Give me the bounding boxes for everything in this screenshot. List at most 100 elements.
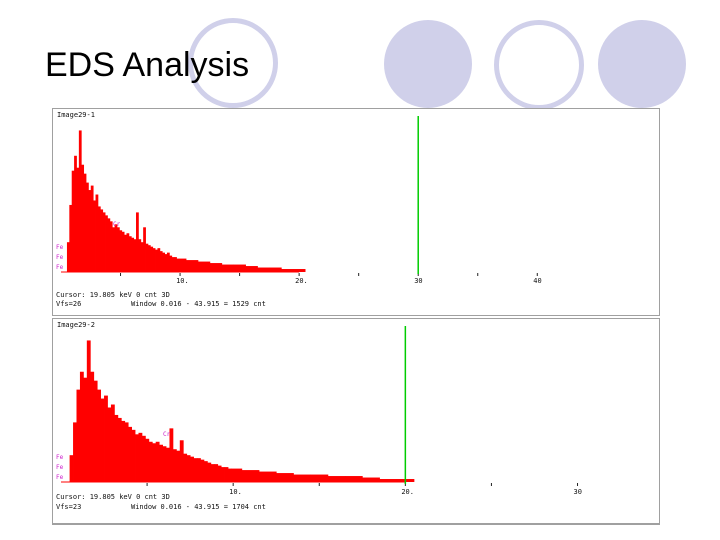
eds-spectrum-chart-2: Image29-2 10. 20. 30 Fe Fe Fe Cr Cursor: 19.8…: [56, 321, 582, 511]
cursor-readout: Cursor: 19.805 keV 0 cnt 3D: [56, 291, 170, 299]
spectrum-bar: [207, 462, 212, 482]
spectrum-bar: [100, 209, 104, 272]
bottom-border: [52, 524, 660, 525]
spectrum-bar: [176, 450, 181, 482]
spectrum-bar: [116, 227, 120, 272]
spectrum-bar: [97, 206, 101, 272]
spectrum-bar: [95, 194, 99, 272]
peak-label: Fe: [56, 464, 64, 471]
spectrum-bar: [186, 455, 191, 482]
spectrum-bar: [147, 245, 151, 272]
spectrum-bar: [214, 464, 219, 482]
spectrum-bar: [203, 461, 208, 482]
spectrum-bar: [78, 130, 82, 272]
spectrum-bar: [114, 224, 118, 272]
peak-label: Fe: [56, 454, 64, 461]
spectrum-bar: [136, 212, 139, 272]
spectrum-bar: [128, 426, 132, 482]
decor-circle-4: [598, 20, 686, 108]
spectrum-bar: [73, 422, 77, 482]
spectrum-bar: [171, 257, 175, 272]
spectrum-bar: [293, 474, 312, 482]
spectrum-title: Image29-1: [57, 111, 95, 119]
spectrum-bar: [133, 239, 137, 272]
eds-spectrum-panel-2: Image29-2 10. 20. 30 Fe Fe Fe Cr Cursor: 19.8…: [52, 318, 660, 524]
spectrum-bar: [90, 185, 94, 272]
spectrum-bar: [379, 479, 398, 482]
spectrum-bar: [179, 440, 184, 482]
eds-spectrum-chart-1: Image29-1 10. 20. 30 40 Fe Fe Fe Cr Cursor: 19…: [56, 111, 542, 308]
spectrum-bar: [172, 449, 177, 482]
spectrum-bar: [166, 252, 170, 272]
spectrum-bar: [121, 231, 125, 272]
spectrum-bar: [186, 260, 199, 272]
peak-label: Cr: [163, 431, 171, 438]
spectrum-bar: [157, 248, 161, 272]
spectrum-bar: [259, 471, 277, 482]
spectrum-bar: [71, 170, 75, 272]
spectrum-bar: [174, 257, 177, 272]
spectrum-bar: [155, 441, 160, 482]
spectrum-bar: [93, 200, 96, 272]
spectrum-bar: [155, 249, 158, 272]
spectrum-bar: [128, 236, 132, 272]
spectrum-bar: [145, 243, 149, 272]
spectrum-bar: [93, 380, 98, 482]
spectrum-bar: [257, 267, 270, 272]
spectrum-bar: [221, 264, 235, 272]
spectrum-bar: [107, 218, 111, 272]
spectrum-bar: [117, 417, 122, 482]
spectrum-bar: [110, 404, 115, 482]
decor-circle-2: [384, 20, 472, 108]
spectrum-bar: [107, 407, 112, 482]
spectrum-bar: [105, 215, 108, 272]
vfs-readout: Vfs=23: [56, 503, 81, 511]
decor-circle-1: [188, 18, 278, 108]
spectrum-bar: [79, 371, 84, 482]
spectrum-bar: [86, 182, 89, 272]
spectrum-bar: [81, 164, 85, 272]
spectrum-bar: [90, 371, 95, 482]
spectrum-bar: [131, 429, 136, 482]
spectrum-bar: [327, 476, 346, 482]
spectrum-bar: [169, 255, 173, 272]
spectrum-bar: [74, 155, 77, 272]
x-tick-label: 40: [533, 277, 541, 285]
spectrum-bar: [159, 251, 163, 272]
spectrum-bar: [345, 476, 363, 482]
spectrum-bar: [121, 420, 126, 482]
x-tick-label: 30: [574, 488, 582, 496]
spectrum-bar: [193, 458, 198, 482]
spectrum-bar: [88, 190, 92, 272]
spectrum-bar: [100, 398, 105, 482]
spectrum-bar: [310, 474, 329, 482]
decor-circle-3: [494, 20, 584, 110]
spectrum-bar: [135, 434, 139, 482]
spectrum-bar: [83, 173, 87, 272]
window-readout: Window 0.016 - 43.915 = 1529 cnt: [131, 300, 266, 308]
x-tick-label: 30: [414, 277, 422, 285]
spectrum-bar: [138, 239, 142, 272]
spectrum-bar: [164, 254, 168, 272]
spectrum-bar: [245, 266, 258, 272]
spectrum-bar: [224, 467, 229, 482]
spectrum-bar: [114, 414, 119, 482]
spectrum-bar: [140, 242, 144, 272]
spectrum-bar: [209, 263, 223, 272]
spectrum-bar: [217, 465, 222, 482]
spectrum-bar: [124, 234, 127, 272]
spectrum-bar: [197, 458, 201, 482]
peak-label: Fe: [56, 254, 64, 261]
spectrum-bar: [138, 432, 143, 482]
spectrum-bar: [97, 389, 101, 482]
spectrum-bar: [76, 389, 81, 482]
spectrum-bar: [141, 435, 146, 482]
spectrum-bar: [210, 464, 215, 482]
spectrum-bar: [131, 237, 135, 272]
spectrum-bar: [69, 455, 74, 482]
spectrum-bar: [102, 212, 106, 272]
spectrum-bar: [109, 221, 113, 272]
spectrum-bar: [76, 167, 80, 272]
x-tick-label: 10.: [176, 277, 189, 285]
spectrum-bar: [362, 477, 380, 482]
